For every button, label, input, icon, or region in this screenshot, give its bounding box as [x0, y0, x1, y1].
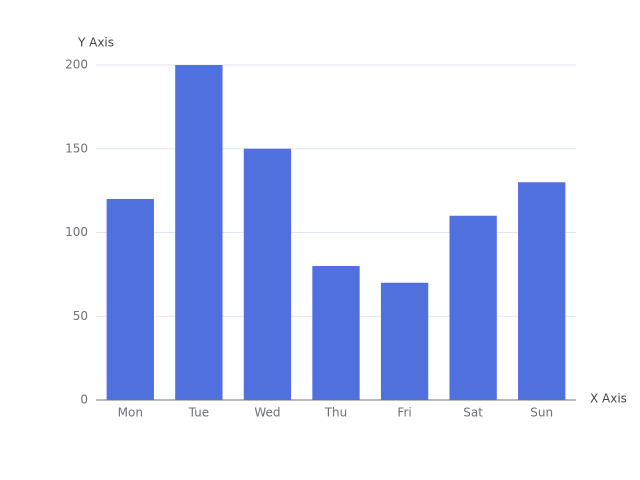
bar: [518, 182, 566, 400]
x-tick-label: Sat: [463, 406, 483, 420]
x-tick-label: Thu: [324, 406, 348, 420]
bar: [175, 65, 223, 400]
y-tick-label: 200: [65, 58, 88, 72]
y-axis-title: Y Axis: [77, 36, 114, 50]
bar: [449, 215, 497, 400]
x-tick-label: Tue: [188, 406, 210, 420]
x-tick-label: Wed: [254, 406, 280, 420]
y-tick-label: 50: [73, 309, 88, 323]
y-tick-label: 0: [80, 393, 88, 407]
x-tick-label: Sun: [530, 406, 553, 420]
bar: [106, 199, 154, 400]
bar: [312, 266, 360, 400]
bar: [380, 282, 429, 400]
bar: [243, 148, 292, 400]
x-tick-label: Fri: [397, 406, 411, 420]
x-tick-label: Mon: [118, 406, 143, 420]
y-tick-label: 150: [65, 141, 88, 155]
x-axis-title: X Axis: [590, 392, 627, 406]
y-tick-label: 100: [65, 225, 88, 239]
